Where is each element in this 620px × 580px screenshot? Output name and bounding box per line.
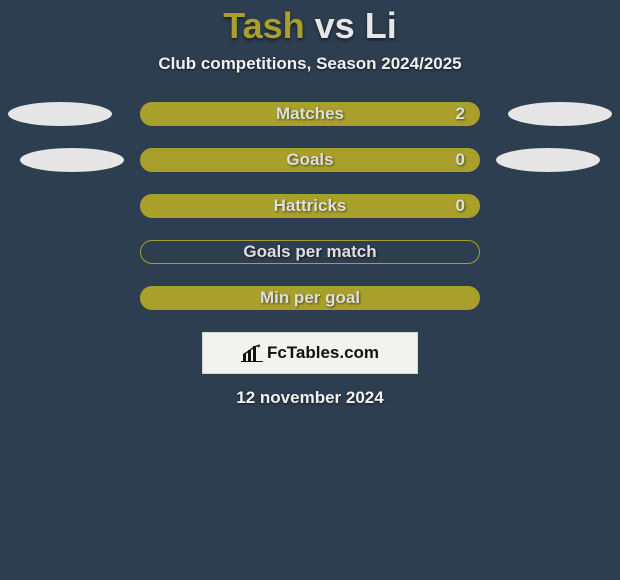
stat-pill: Matches 2: [140, 102, 480, 126]
title-player-a: Tash: [223, 5, 304, 46]
footer-brand: FcTables.com: [241, 343, 379, 363]
stat-label: Goals: [286, 150, 333, 170]
stat-label: Hattricks: [274, 196, 347, 216]
stat-pill: Hattricks 0: [140, 194, 480, 218]
page-title: Tash vs Li: [0, 0, 620, 46]
right-ellipse: [508, 102, 612, 126]
stat-row: Goals 0: [0, 148, 620, 172]
stat-row: Matches 2: [0, 102, 620, 126]
stat-label: Goals per match: [243, 242, 376, 262]
title-vs: vs: [315, 5, 355, 46]
stat-row: Goals per match: [0, 240, 620, 264]
footer-brand-box: FcTables.com: [202, 332, 418, 374]
title-player-b: Li: [365, 5, 397, 46]
stat-row: Min per goal: [0, 286, 620, 310]
stat-pill: Goals 0: [140, 148, 480, 172]
comparison-infographic: Tash vs Li Club competitions, Season 202…: [0, 0, 620, 580]
stat-row: Hattricks 0: [0, 194, 620, 218]
stat-value: 0: [456, 196, 465, 216]
subtitle: Club competitions, Season 2024/2025: [0, 54, 620, 74]
barchart-icon: [241, 344, 263, 362]
stat-label: Min per goal: [260, 288, 360, 308]
footer-brand-text: FcTables.com: [267, 343, 379, 363]
stat-value: 0: [456, 150, 465, 170]
stat-pill: Goals per match: [140, 240, 480, 264]
generation-date: 12 november 2024: [0, 388, 620, 408]
right-ellipse: [496, 148, 600, 172]
stat-rows: Matches 2 Goals 0 Hattricks 0 Goals per match M…: [0, 102, 620, 310]
stat-label: Matches: [276, 104, 344, 124]
stat-value: 2: [456, 104, 465, 124]
stat-pill: Min per goal: [140, 286, 480, 310]
left-ellipse: [8, 102, 112, 126]
left-ellipse: [20, 148, 124, 172]
